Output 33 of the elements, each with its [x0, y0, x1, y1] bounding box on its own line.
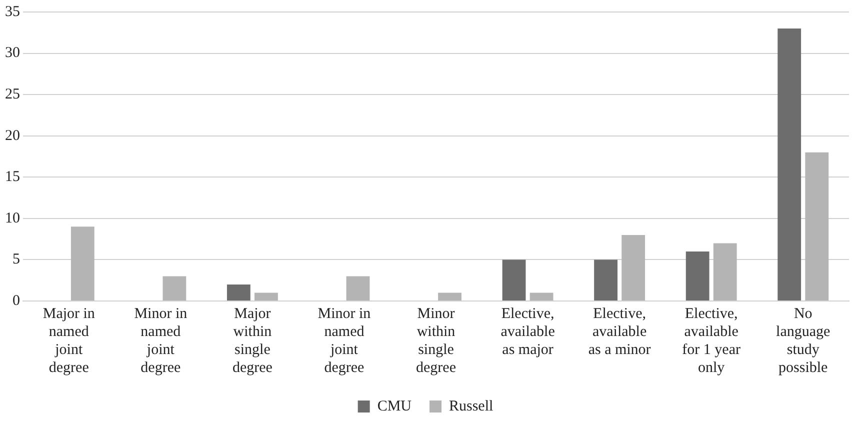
y-tick-label: 10 — [5, 210, 20, 226]
y-tick-label: 15 — [5, 169, 20, 186]
x-tick-label: Elective, available as major — [500, 306, 556, 358]
y-tick-label: 0 — [12, 292, 20, 309]
x-tick-label: Elective, available for 1 year only — [682, 306, 740, 376]
y-tick-label: 20 — [5, 128, 20, 144]
bar — [713, 243, 737, 300]
y-tick-label: 5 — [12, 252, 20, 268]
bar — [778, 28, 802, 300]
bar — [622, 234, 646, 300]
x-tick-label: Major in named joint degree — [42, 306, 96, 376]
bar — [530, 292, 554, 300]
bar — [502, 260, 526, 300]
bar — [70, 226, 94, 300]
x-tick-label: Major within single degree — [232, 306, 273, 376]
legend-label: Russell — [449, 398, 494, 414]
x-tick-label: Elective, available as a minor — [588, 306, 651, 358]
y-tick-label: 35 — [5, 4, 20, 20]
bar — [346, 276, 370, 300]
bar — [162, 276, 186, 300]
x-tick-label: Minor in named joint degree — [134, 306, 188, 376]
bar — [254, 292, 278, 300]
x-tick-label: Minor within single degree — [416, 306, 456, 376]
bar — [686, 251, 710, 300]
x-tick-label: Minor in named joint degree — [318, 306, 372, 376]
bar — [438, 292, 462, 300]
bar — [594, 260, 618, 300]
legend-label: CMU — [377, 398, 412, 414]
bar — [226, 284, 250, 300]
x-tick-label: No language study possible — [776, 306, 831, 376]
bar — [805, 152, 829, 300]
y-tick-label: 30 — [5, 45, 20, 62]
y-tick-label: 25 — [5, 86, 20, 103]
